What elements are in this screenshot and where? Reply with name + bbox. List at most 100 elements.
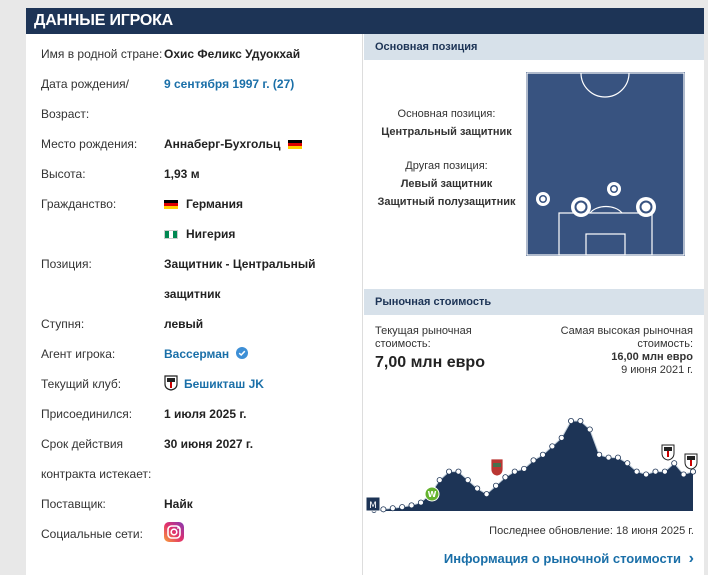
birthplace-value: Аннаберг-Бухгольц <box>164 134 307 154</box>
position-and-market-panel: Основная позиция Основная позиция: Центр… <box>364 34 704 575</box>
market-value-point-8[interactable] <box>446 468 453 475</box>
market-value-point-33[interactable] <box>680 471 687 478</box>
club-link[interactable]: Бешикташ JK <box>164 374 264 394</box>
position-marker-left-back <box>536 192 550 206</box>
market-value-point-14[interactable] <box>502 474 509 481</box>
position-pitch-diagram <box>526 72 685 256</box>
market-value-point-3[interactable] <box>399 504 406 511</box>
market-value-point-11[interactable] <box>474 485 481 492</box>
current-value-label-2: стоимость: <box>375 338 431 350</box>
agent-link[interactable]: Вассерман <box>164 344 248 364</box>
player-info-panel: Имя в родной стране: Охис Феликс Удуокхай… <box>26 34 363 575</box>
supplier-label: Поставщик: <box>41 497 106 511</box>
player-data-card: ДАННЫЕ ИГРОКА Имя в родной стране: Охис Ф… <box>26 8 704 575</box>
birthplace-label: Место рождения: <box>41 137 138 151</box>
market-value-point-2[interactable] <box>389 505 396 512</box>
foot: левый <box>164 317 204 331</box>
position-label: Позиция: <box>41 257 92 271</box>
dob-label: Дата рождения/ <box>41 77 129 91</box>
citizenship-1: Германия <box>164 194 243 214</box>
club-icon-besiktas-2 <box>684 453 698 470</box>
market-value-point-4[interactable] <box>408 502 415 509</box>
market-value-point-30[interactable] <box>652 468 659 475</box>
market-value-point-12[interactable] <box>483 491 490 498</box>
market-value-point-24[interactable] <box>596 451 603 458</box>
market-section-title: Рыночная стоимость <box>364 289 704 315</box>
club-icon-1860-munich: M <box>365 496 381 512</box>
citizenship-label: Гражданство: <box>41 197 117 211</box>
foot-label: Ступня: <box>41 317 85 331</box>
market-value-info-link[interactable]: Информация о рыночной стоимости › <box>444 550 694 568</box>
other-position-2: Защитный полузащитник <box>377 196 516 208</box>
citizenship-1-text: Германия <box>186 197 244 211</box>
market-value-point-18[interactable] <box>539 451 546 458</box>
market-value-point-25[interactable] <box>605 454 612 461</box>
market-value-point-15[interactable] <box>511 468 518 475</box>
last-update-text: Последнее обновление: 18 июня 2025 г. <box>489 525 694 537</box>
market-value-point-28[interactable] <box>633 468 640 475</box>
market-value-point-13[interactable] <box>492 482 499 489</box>
contract-label-1: Срок действия <box>41 437 124 451</box>
instagram-link[interactable] <box>164 522 184 548</box>
market-value-point-23[interactable] <box>586 426 593 433</box>
market-value-info-text: Информация о рыночной стоимости <box>443 551 682 566</box>
native-name: Охис Феликс Удуокхай <box>164 47 301 61</box>
club-icon-besiktas-1 <box>661 444 675 461</box>
agent-label: Агент игрока: <box>41 347 116 361</box>
contract-label-2: контракта истекает: <box>41 467 152 481</box>
native-name-label: Имя в родной стране: <box>41 47 163 61</box>
market-value-point-17[interactable] <box>530 457 537 464</box>
joined-label: Присоединился: <box>41 407 133 421</box>
svg-text:W: W <box>428 490 437 499</box>
highest-value-label-2: стоимость: <box>637 338 693 350</box>
supplier: Найк <box>164 497 193 511</box>
market-value-point-19[interactable] <box>549 443 556 450</box>
market-value-point-26[interactable] <box>614 454 621 461</box>
club-label: Текущий клуб: <box>41 377 122 391</box>
birthplace: Аннаберг-Бухгольц <box>164 137 281 151</box>
instagram-icon <box>164 522 184 542</box>
section-header: ДАННЫЕ ИГРОКА <box>26 8 704 34</box>
market-value-point-21[interactable] <box>568 417 575 424</box>
highest-value-label-1: Самая высокая рыночная <box>560 325 693 337</box>
market-value-point-29[interactable] <box>643 471 650 478</box>
market-value-point-22[interactable] <box>577 417 584 424</box>
main-position-label: Основная позиция: <box>397 108 496 120</box>
svg-text:M: M <box>369 501 377 511</box>
agent-name: Вассерман <box>164 347 230 361</box>
market-value-point-1[interactable] <box>380 506 387 513</box>
market-value-chart: M W <box>365 417 698 513</box>
market-value-point-20[interactable] <box>558 434 565 441</box>
position-line2: защитник <box>164 287 221 301</box>
contract: 30 июня 2027 г. <box>164 437 254 451</box>
market-value-point-10[interactable] <box>464 477 471 484</box>
position-line1: Защитник - Центральный <box>164 257 316 271</box>
market-value-area <box>374 421 693 511</box>
position-section-title: Основная позиция <box>364 34 704 60</box>
club-icon-wolfsburg: W <box>424 486 440 502</box>
chevron-right-icon: › <box>688 550 694 567</box>
germany-flag-icon <box>287 139 302 149</box>
market-value-point-34[interactable] <box>689 468 696 475</box>
other-position-1: Левый защитник <box>400 178 493 190</box>
age-label: Возраст: <box>41 107 90 121</box>
citizenship-2: Нигерия <box>164 224 235 244</box>
market-value-point-31[interactable] <box>661 468 668 475</box>
position-marker-defensive-mid <box>607 182 621 196</box>
club-name: Бешикташ JK <box>184 377 264 391</box>
market-value-point-7[interactable] <box>436 477 443 484</box>
position-marker-centre-back-1 <box>571 197 591 217</box>
market-value-point-16[interactable] <box>521 465 528 472</box>
verified-check-icon <box>235 347 248 359</box>
current-value: 7,00 млн евро <box>375 354 485 371</box>
nigeria-flag-icon <box>164 229 178 239</box>
market-value-point-5[interactable] <box>417 499 424 506</box>
social-label: Социальные сети: <box>41 527 143 541</box>
main-position-value: Центральный защитник <box>381 126 512 138</box>
dob-link[interactable]: 9 сентября 1997 г. (27) <box>164 77 295 91</box>
market-value-point-27[interactable] <box>624 460 631 467</box>
market-value-point-9[interactable] <box>455 468 462 475</box>
market-value-point-32[interactable] <box>671 460 678 467</box>
height: 1,93 м <box>164 167 200 181</box>
highest-value: 16,00 млн евро <box>611 351 693 363</box>
